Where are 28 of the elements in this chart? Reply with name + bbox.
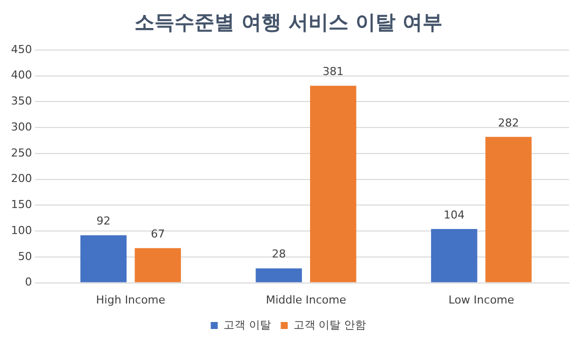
data-label: 104 <box>444 208 465 222</box>
y-tick-label: 0 <box>24 276 32 289</box>
y-tick-label: 100 <box>10 224 32 237</box>
data-label: 282 <box>498 116 520 130</box>
legend-label: 고객 이탈 <box>223 318 271 332</box>
bar <box>310 86 356 282</box>
legend-label: 고객 이탈 안함 <box>293 318 366 332</box>
chart-title: 소득수준별 여행 서비스 이탈 여부 <box>134 10 442 34</box>
bar <box>256 268 302 282</box>
y-tick-label: 250 <box>10 146 32 160</box>
y-tick-label: 200 <box>10 172 32 186</box>
x-tick-label: Middle Income <box>266 293 346 306</box>
y-tick-label: 300 <box>10 120 32 134</box>
y-tick-label: 150 <box>10 198 32 212</box>
y-tick-label: 350 <box>10 94 32 108</box>
data-label: 67 <box>150 228 165 240</box>
y-tick-label: 400 <box>10 68 32 82</box>
y-tick-label: 450 <box>10 42 32 56</box>
bar <box>485 136 532 282</box>
data-label: 92 <box>96 214 110 228</box>
x-tick-label: Low Income <box>448 293 514 306</box>
bar <box>80 235 127 282</box>
bar <box>134 248 181 282</box>
data-label: 28 <box>272 248 286 261</box>
x-tick-label: High Income <box>96 293 166 306</box>
y-tick-label: 50 <box>18 250 32 263</box>
bar <box>431 229 478 282</box>
data-label: 381 <box>322 65 344 78</box>
